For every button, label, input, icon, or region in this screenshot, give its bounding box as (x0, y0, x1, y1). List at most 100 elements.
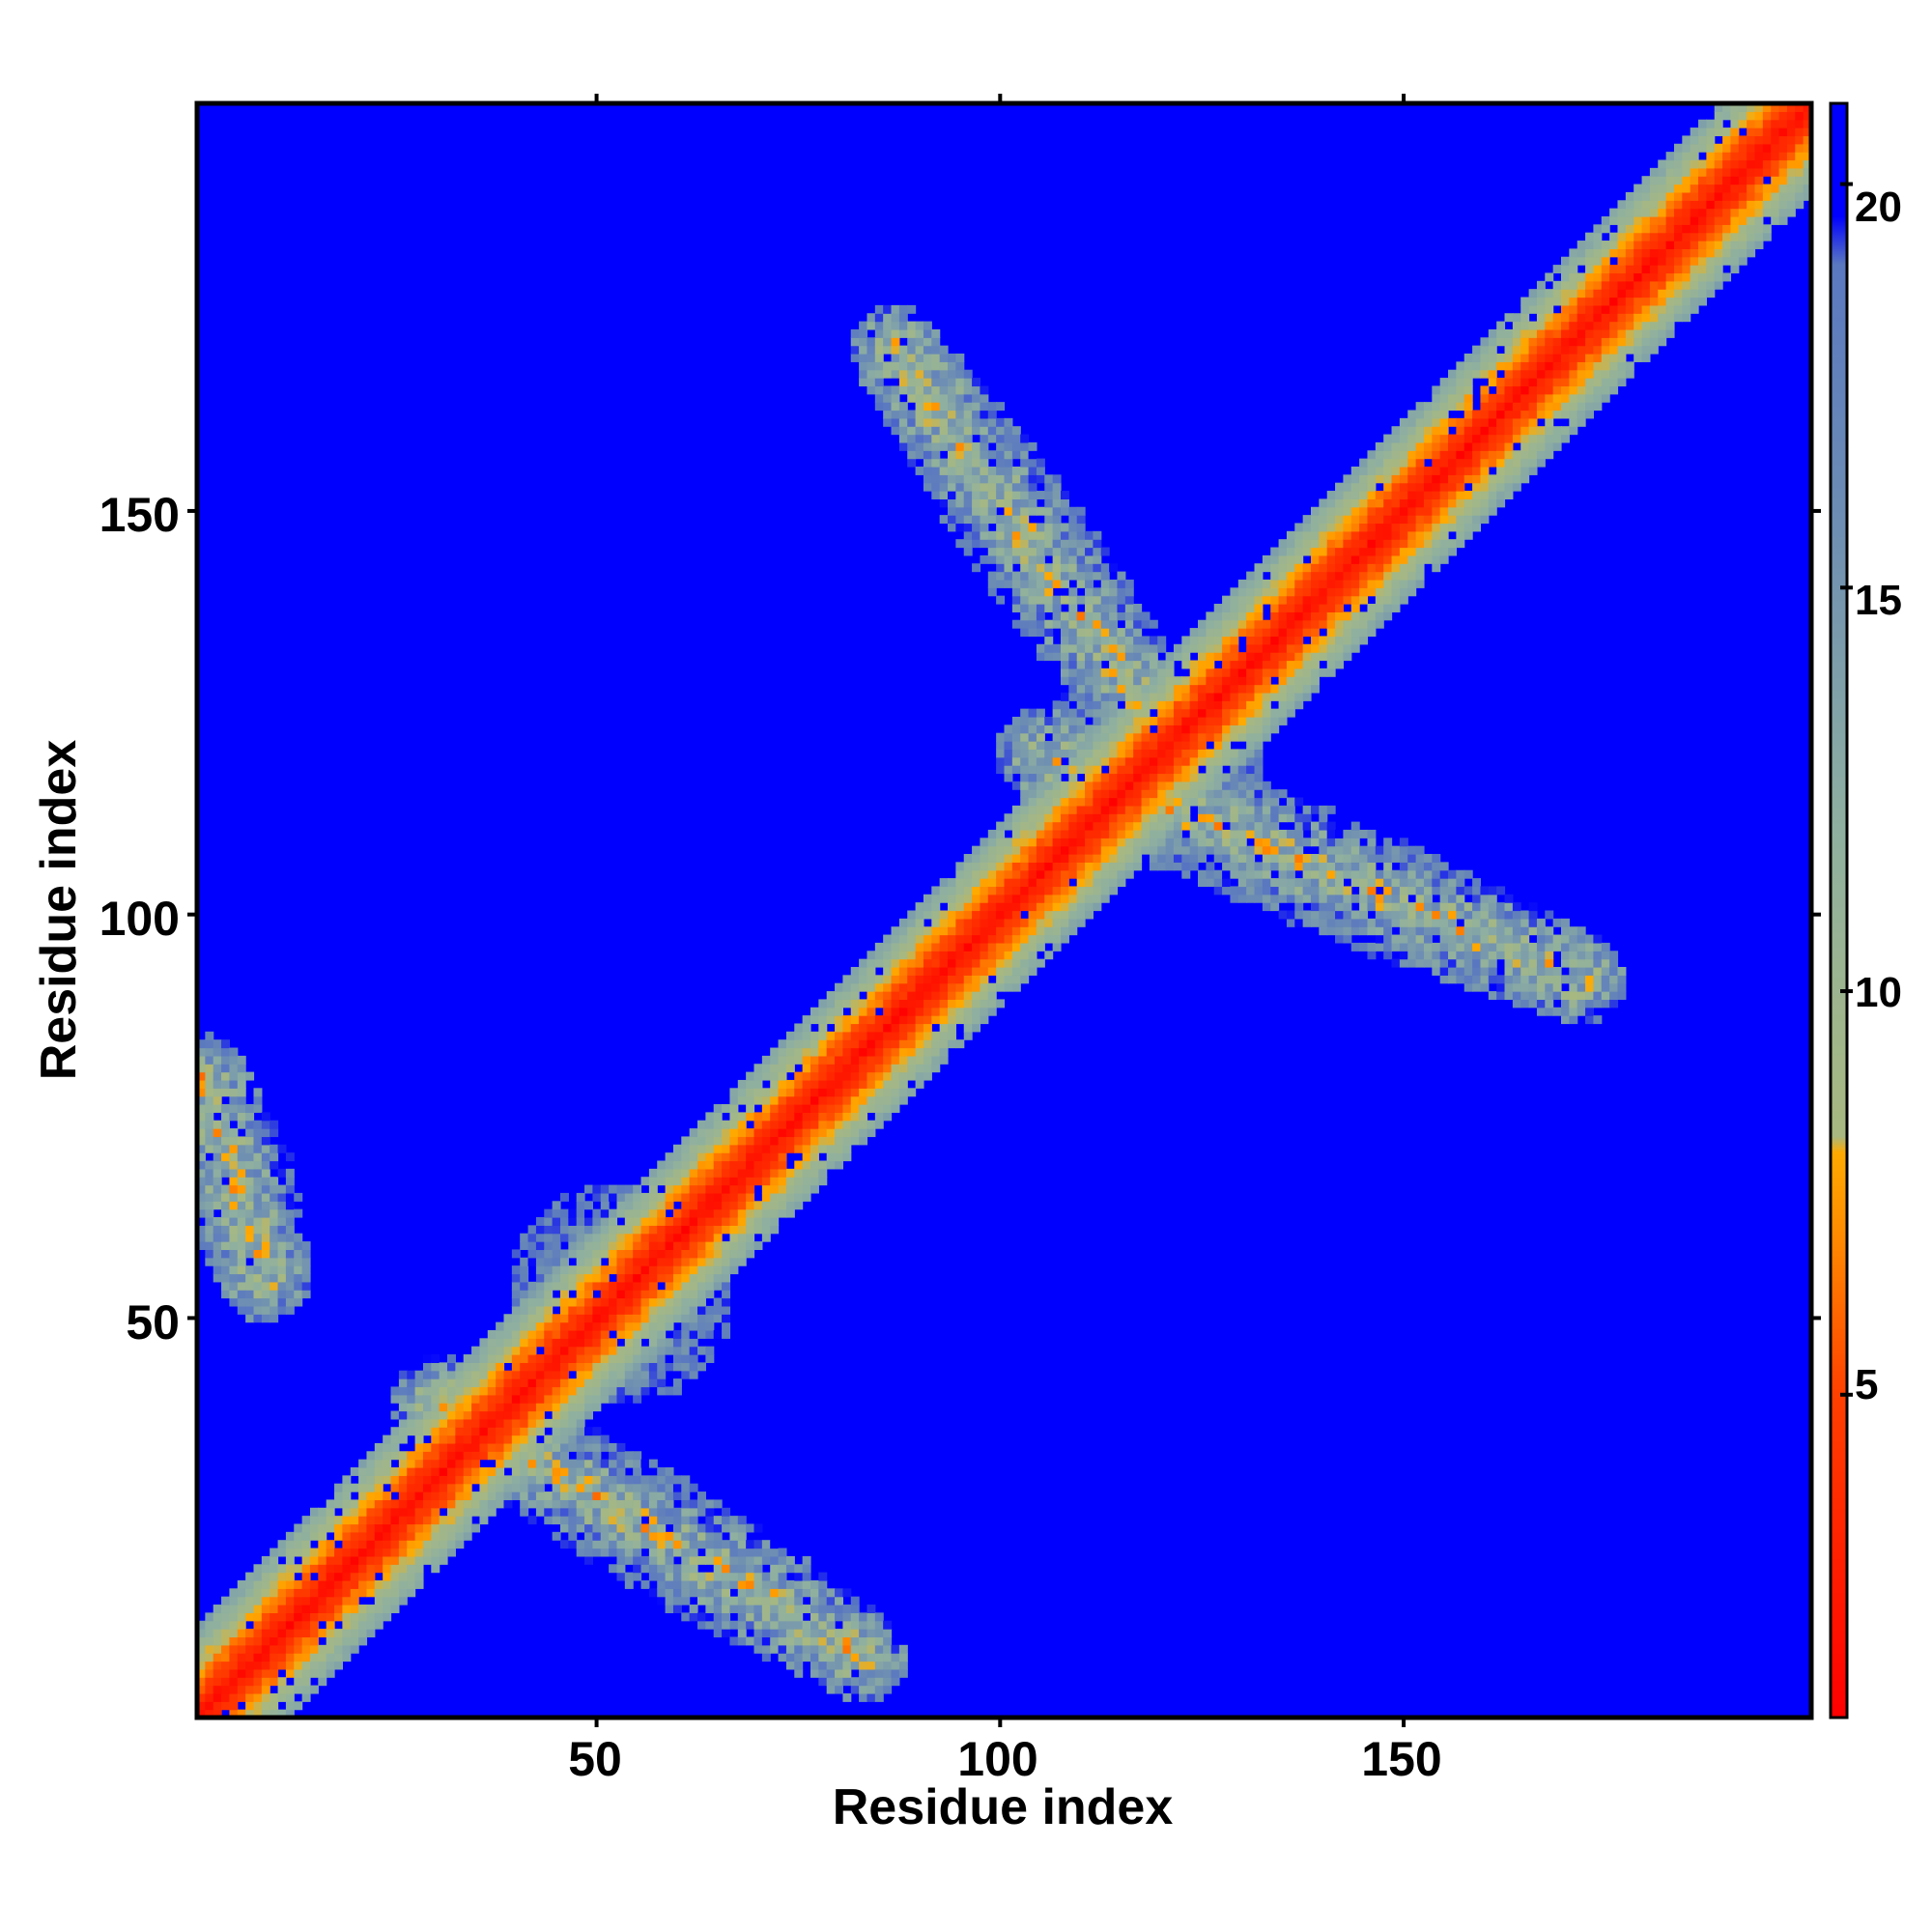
heatmap-cell (955, 515, 965, 525)
heatmap-cell (471, 1370, 481, 1379)
heatmap-cell (414, 1378, 424, 1388)
heatmap-cell (318, 1653, 327, 1662)
heatmap-cell (867, 337, 876, 347)
heatmap-cell (277, 1216, 287, 1226)
heatmap-cell (205, 1184, 214, 1194)
heatmap-cell (665, 1475, 674, 1485)
heatmap-cell (592, 1442, 602, 1452)
heatmap-cell (301, 1596, 311, 1605)
heatmap-cell (915, 1047, 924, 1057)
heatmap-cell (584, 1216, 593, 1226)
heatmap-cell (1109, 619, 1119, 629)
heatmap-cell (1093, 611, 1102, 621)
heatmap-cell (778, 1201, 787, 1210)
heatmap-cell (1198, 781, 1207, 790)
heatmap-cell (1100, 749, 1110, 758)
heatmap-cell (1189, 700, 1199, 710)
heatmap-cell (1222, 732, 1232, 742)
heatmap-cell (1011, 450, 1021, 460)
heatmap-cell (503, 1370, 513, 1379)
heatmap-cell (1109, 708, 1119, 718)
heatmap-cell (616, 1305, 626, 1315)
heatmap-cell (544, 1321, 554, 1331)
heatmap-cell (1109, 692, 1119, 701)
heatmap-cell (1060, 554, 1069, 564)
heatmap-cell (1230, 716, 1239, 725)
heatmap-cell (672, 1531, 682, 1541)
heatmap-cell (883, 1055, 893, 1065)
heatmap-cell (496, 1321, 505, 1331)
heatmap-cell (697, 1208, 706, 1218)
heatmap-cell (1189, 756, 1199, 766)
heatmap-cell (835, 1612, 844, 1622)
heatmap-cell (770, 1644, 780, 1654)
heatmap-cell (761, 1120, 771, 1129)
heatmap-cell (996, 450, 1006, 460)
heatmap-cell (1011, 845, 1021, 855)
heatmap-cell (810, 1015, 819, 1025)
heatmap-cell (544, 1475, 554, 1485)
heatmap-cell (270, 1208, 279, 1218)
heatmap-cell (1020, 765, 1030, 775)
heatmap-cell (1011, 869, 1021, 879)
heatmap-cell (746, 1249, 755, 1259)
heatmap-cell (1100, 652, 1110, 662)
heatmap-cell (205, 1216, 214, 1226)
heatmap-cell (1278, 700, 1288, 710)
heatmap-cell (1068, 829, 1078, 838)
heatmap-cell (907, 417, 917, 427)
heatmap-cell (874, 1031, 884, 1040)
heatmap-cell (1246, 854, 1256, 863)
heatmap-cell (923, 402, 932, 412)
heatmap-cell (511, 1418, 521, 1428)
heatmap-cell (770, 1177, 780, 1186)
heatmap-cell (746, 1177, 755, 1186)
heatmap-cell (842, 1055, 852, 1065)
heatmap-cell (552, 1499, 561, 1509)
heatmap-cell (390, 1435, 400, 1444)
heatmap-cell (1181, 660, 1191, 669)
heatmap-cell (479, 1442, 489, 1452)
heatmap-cell (697, 1362, 706, 1372)
heatmap-cell (414, 1370, 424, 1379)
heatmap-cell (1100, 692, 1110, 701)
heatmap-cell (874, 1677, 884, 1687)
heatmap-cell (818, 1144, 828, 1153)
heatmap-cell (746, 1095, 755, 1105)
heatmap-cell (867, 1629, 876, 1638)
heatmap-cell (802, 1071, 811, 1081)
heatmap-cell (245, 1653, 255, 1662)
heatmap-cell (689, 1241, 698, 1251)
heatmap-cell (205, 1249, 214, 1259)
heatmap-cell (1181, 765, 1191, 775)
heatmap-cell (1189, 797, 1199, 807)
heatmap-cell (544, 1290, 554, 1299)
heatmap-cell (584, 1435, 593, 1444)
heatmap-cell (996, 515, 1006, 525)
heatmap-cell (898, 321, 908, 330)
heatmap-cell (552, 1435, 561, 1444)
heatmap-cell (544, 1233, 554, 1242)
heatmap-cell (197, 1685, 206, 1694)
heatmap-cell (366, 1555, 376, 1565)
heatmap-cell (633, 1499, 642, 1509)
heatmap-cell (737, 1177, 747, 1186)
heatmap-cell (439, 1451, 448, 1461)
heatmap-cell (318, 1588, 327, 1598)
heatmap-cell (285, 1257, 295, 1266)
heatmap-cell (1068, 886, 1078, 895)
heatmap-cell (600, 1548, 610, 1557)
heatmap-cell (197, 1208, 206, 1218)
heatmap-cell (471, 1354, 481, 1363)
heatmap-cell (277, 1184, 287, 1194)
heatmap-cell (592, 1257, 602, 1266)
heatmap-cell (261, 1281, 270, 1291)
heatmap-cell (342, 1540, 352, 1549)
heatmap-cell (407, 1386, 416, 1396)
heatmap-cell (334, 1555, 343, 1565)
heatmap-cell (923, 1039, 932, 1049)
heatmap-cell (1149, 765, 1158, 775)
heatmap-cell (737, 1241, 747, 1251)
heatmap-cell (915, 393, 924, 403)
heatmap-cell (261, 1555, 270, 1565)
